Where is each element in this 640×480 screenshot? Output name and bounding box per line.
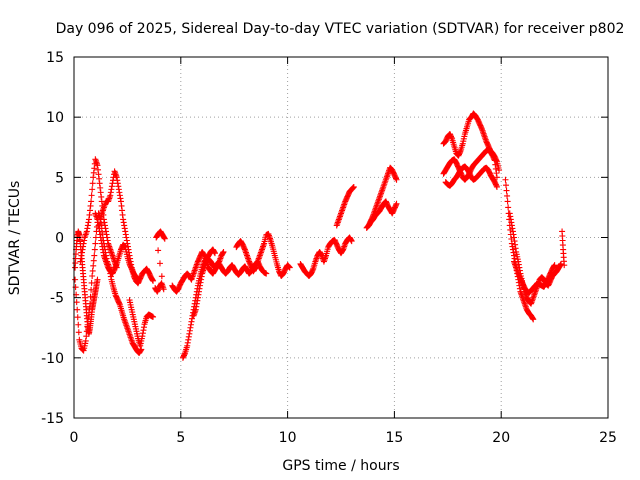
data-point xyxy=(89,186,96,193)
y-tick-label: 10 xyxy=(46,110,64,126)
data-point xyxy=(286,264,293,271)
y-tick-label: -15 xyxy=(41,411,64,427)
data-point xyxy=(89,180,96,187)
data-point xyxy=(74,306,81,313)
data-point xyxy=(92,240,99,247)
y-tick-label: 15 xyxy=(46,50,64,66)
data-point xyxy=(220,248,227,255)
data-point xyxy=(161,235,168,242)
series-arc-o xyxy=(365,164,400,229)
data-point xyxy=(156,260,163,267)
y-tick-label: -5 xyxy=(50,291,64,307)
series-arc-d xyxy=(92,210,142,283)
data-point xyxy=(91,252,98,259)
x-tick-label: 25 xyxy=(599,430,617,446)
data-point xyxy=(150,277,157,284)
data-point xyxy=(561,262,568,269)
data-point xyxy=(89,273,96,280)
data-point xyxy=(88,192,95,199)
data-point xyxy=(75,321,82,328)
data-point xyxy=(502,176,509,183)
data-point xyxy=(504,198,511,205)
data-point xyxy=(88,279,95,286)
series-arc-g xyxy=(152,228,168,295)
series-arc-r xyxy=(442,163,500,190)
data-point xyxy=(91,246,98,253)
series-arc-k xyxy=(233,230,293,280)
data-point xyxy=(90,257,97,264)
x-axis-title: GPS time / hours xyxy=(282,458,399,474)
data-point xyxy=(496,167,503,174)
series-arc-v xyxy=(559,228,568,269)
y-tick-label: -10 xyxy=(41,351,64,367)
data-point xyxy=(150,313,157,320)
data-point xyxy=(138,346,145,353)
series-arc-j xyxy=(190,248,227,319)
series-arc-f xyxy=(72,228,101,337)
x-tick-label: 10 xyxy=(279,430,297,446)
data-point xyxy=(503,182,510,189)
x-tick-label: 5 xyxy=(176,430,185,446)
data-point xyxy=(348,238,355,245)
data-points xyxy=(72,110,568,361)
data-point xyxy=(75,329,82,336)
y-ticks: -15 -10 -5 0 5 10 15 xyxy=(41,50,608,427)
x-tick-label: 20 xyxy=(492,430,510,446)
chart-title: Day 096 of 2025, Sidereal Day-to-day VTE… xyxy=(56,21,625,37)
data-point xyxy=(158,273,165,280)
y-axis-title: SDTVAR / TECUs xyxy=(7,181,23,296)
data-point xyxy=(558,260,565,267)
series-arc-m xyxy=(333,183,357,229)
data-point xyxy=(88,198,95,205)
series-arc-e xyxy=(126,297,157,349)
y-tick-label: 0 xyxy=(55,231,64,247)
data-point xyxy=(393,176,400,183)
series-arc-a xyxy=(72,210,145,357)
series-arc-l xyxy=(297,234,355,280)
data-point xyxy=(74,314,81,321)
data-point xyxy=(94,276,101,283)
data-point xyxy=(551,262,558,269)
data-point xyxy=(73,299,80,306)
data-point xyxy=(87,293,94,300)
data-point xyxy=(155,247,162,254)
x-tick-label: 0 xyxy=(70,430,79,446)
data-point xyxy=(90,262,97,269)
data-point xyxy=(135,276,142,283)
x-tick-label: 15 xyxy=(385,430,403,446)
data-point xyxy=(89,267,96,274)
series-arc-u xyxy=(511,258,558,296)
x-ticks: 0 5 10 15 20 25 xyxy=(70,57,617,446)
data-point xyxy=(350,183,357,190)
data-point xyxy=(505,204,512,211)
data-point xyxy=(493,183,500,190)
data-point xyxy=(263,270,270,277)
data-point xyxy=(211,250,218,257)
y-tick-label: 5 xyxy=(55,170,64,186)
data-point xyxy=(393,200,400,207)
data-point xyxy=(72,276,79,283)
data-point xyxy=(503,187,510,194)
data-point xyxy=(504,192,511,199)
data-point xyxy=(530,316,537,323)
data-point xyxy=(160,286,167,293)
